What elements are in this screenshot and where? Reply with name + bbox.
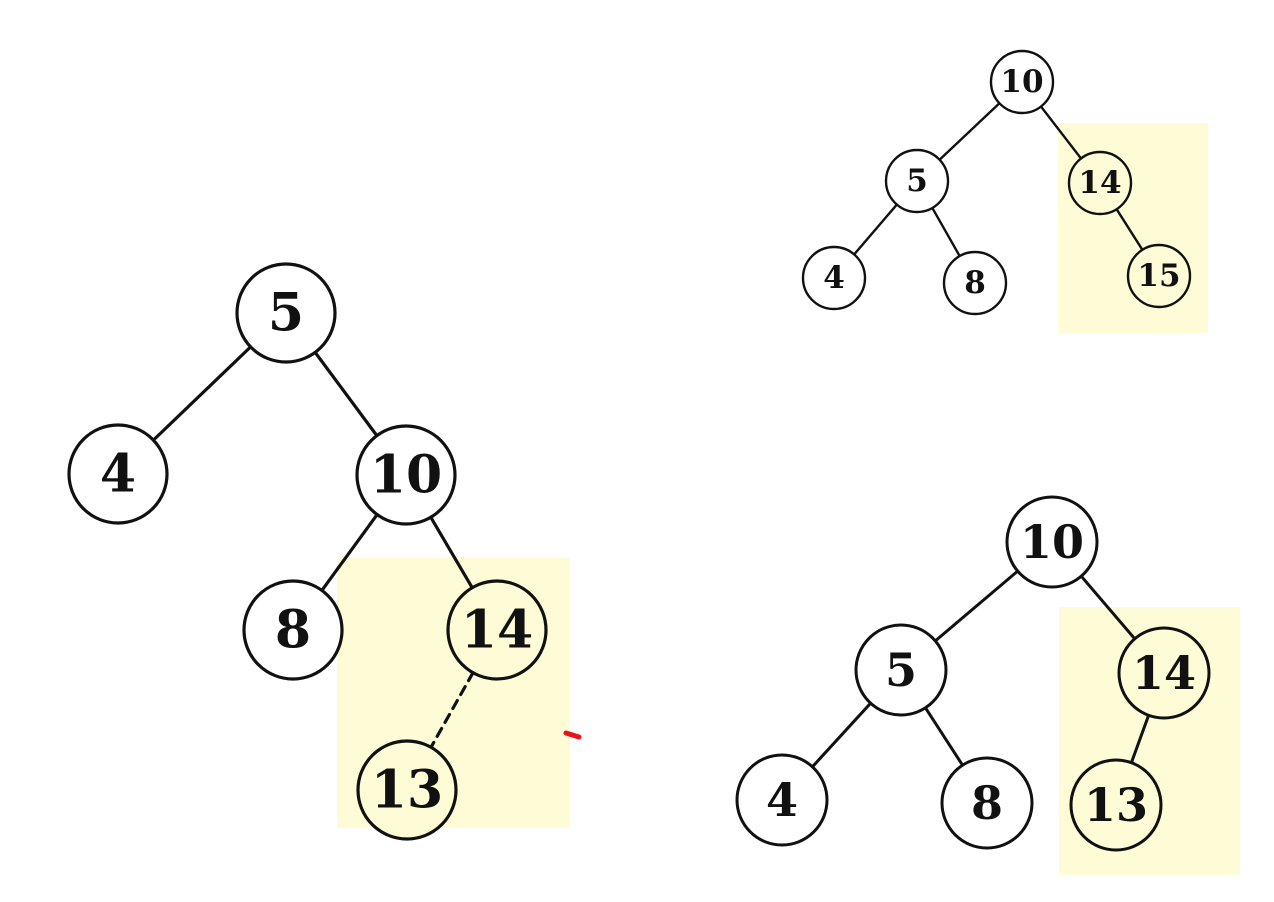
- edge-L5-L4: [151, 345, 253, 442]
- node-L5: 5: [235, 262, 337, 364]
- node-B4: 4: [735, 753, 829, 847]
- node-label: 10: [370, 445, 442, 506]
- edge-T14-T15: [1115, 207, 1144, 252]
- node-label: 14: [461, 600, 533, 661]
- node-circle: [67, 423, 169, 525]
- edge-T5-T8: [931, 206, 961, 258]
- edge-L14-L13-dashed: [429, 671, 475, 749]
- node-label: 5: [885, 643, 917, 697]
- node-L10: 10: [355, 424, 457, 526]
- node-circle: [355, 424, 457, 526]
- node-circle: [940, 756, 1034, 850]
- edge-B10-B5: [933, 569, 1020, 643]
- node-circle: [989, 49, 1055, 115]
- node-label: 5: [906, 163, 928, 199]
- node-label: 8: [275, 600, 311, 661]
- edge-B5-B4: [810, 701, 873, 769]
- node-label: 13: [371, 760, 443, 821]
- edge-L5-L10: [313, 350, 379, 438]
- node-L13: 13: [356, 739, 458, 841]
- edge-B5-B8: [923, 706, 965, 767]
- node-T5: 5: [884, 148, 950, 214]
- edge-T10-T5: [938, 102, 1001, 161]
- node-circle: [884, 148, 950, 214]
- node-circle: [356, 739, 458, 841]
- node-label: 4: [100, 444, 136, 505]
- node-label: 13: [1084, 778, 1148, 832]
- node-B13: 13: [1069, 758, 1163, 852]
- node-label: 10: [1000, 64, 1043, 100]
- node-L4: 4: [67, 423, 169, 525]
- node-circle: [1069, 758, 1163, 852]
- node-circle: [235, 262, 337, 364]
- node-label: 14: [1078, 165, 1121, 201]
- node-B10: 10: [1005, 495, 1099, 589]
- node-T10: 10: [989, 49, 1055, 115]
- node-L14: 14: [446, 579, 548, 681]
- edge-L10-L8: [320, 512, 379, 593]
- edge-T10-T14: [1039, 105, 1083, 160]
- node-B8: 8: [940, 756, 1034, 850]
- node-T8: 8: [942, 250, 1008, 316]
- node-B5: 5: [854, 623, 948, 717]
- edge-B10-B14: [1079, 574, 1137, 641]
- node-T15: 15: [1126, 243, 1192, 309]
- node-label: 8: [964, 265, 986, 301]
- node-T14: 14: [1067, 150, 1133, 216]
- node-label: 5: [268, 283, 304, 344]
- node-label: 10: [1020, 515, 1084, 569]
- node-label: 15: [1137, 258, 1180, 294]
- edge-T5-T4: [852, 203, 899, 256]
- node-L8: 8: [242, 579, 344, 681]
- node-circle: [446, 579, 548, 681]
- node-label: 4: [823, 260, 845, 296]
- node-circle: [1126, 243, 1192, 309]
- node-circle: [1117, 626, 1211, 720]
- top-right-tree-highlight-region: [1058, 123, 1208, 333]
- node-circle: [854, 623, 948, 717]
- node-circle: [1005, 495, 1099, 589]
- node-circle: [1067, 150, 1133, 216]
- red-pointer-mark: [563, 730, 582, 740]
- node-label: 8: [971, 776, 1003, 830]
- node-B14: 14: [1117, 626, 1211, 720]
- node-T4: 4: [801, 245, 867, 311]
- node-label: 14: [1132, 646, 1196, 700]
- node-label: 4: [766, 773, 798, 827]
- node-circle: [942, 250, 1008, 316]
- node-circle: [242, 579, 344, 681]
- edge-B14-B13: [1129, 713, 1151, 765]
- node-circle: [735, 753, 829, 847]
- node-circle: [801, 245, 867, 311]
- edge-L10-L14: [429, 515, 474, 590]
